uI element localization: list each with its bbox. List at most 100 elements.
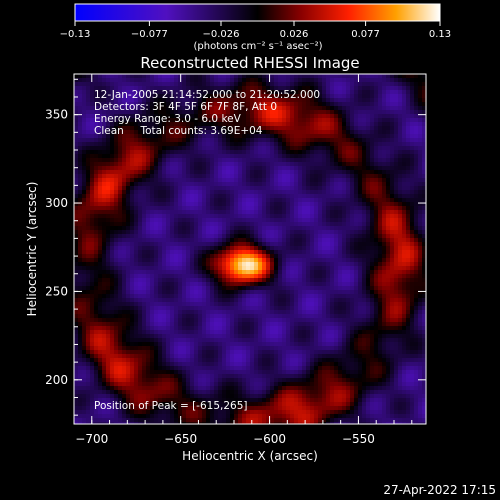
heatmap-cell xyxy=(182,150,187,155)
heatmap-cell xyxy=(178,166,183,171)
heatmap-cell xyxy=(122,130,127,135)
heatmap-cell xyxy=(418,262,423,267)
heatmap-cell xyxy=(166,254,171,259)
heatmap-cell xyxy=(122,86,127,91)
heatmap-cell xyxy=(162,246,167,251)
heatmap-cell xyxy=(334,286,339,291)
heatmap-cell xyxy=(386,270,391,275)
heatmap-cell xyxy=(146,238,151,243)
heatmap-cell xyxy=(270,138,275,143)
heatmap-cell xyxy=(410,170,415,175)
heatmap-cell xyxy=(266,170,271,175)
heatmap-cell xyxy=(218,286,223,291)
heatmap-cell xyxy=(354,218,359,223)
heatmap-cell xyxy=(198,210,203,215)
heatmap-cell xyxy=(386,230,391,235)
heatmap-cell xyxy=(82,186,87,191)
heatmap-cell xyxy=(162,162,167,167)
heatmap-cell xyxy=(354,142,359,147)
heatmap-cell xyxy=(90,142,95,147)
heatmap-cell xyxy=(78,258,83,263)
heatmap-cell xyxy=(422,134,426,139)
heatmap-cell xyxy=(74,194,79,199)
heatmap-cell xyxy=(326,222,331,227)
heatmap-cell xyxy=(338,274,343,279)
heatmap-cell xyxy=(198,298,203,303)
heatmap-cell xyxy=(86,258,91,263)
heatmap-cell xyxy=(98,142,103,147)
heatmap-cell xyxy=(78,278,83,283)
heatmap-cell xyxy=(94,126,99,131)
heatmap-cell xyxy=(130,186,135,191)
heatmap-cell xyxy=(350,218,355,223)
heatmap-cell xyxy=(306,186,311,191)
heatmap-cell xyxy=(190,190,195,195)
heatmap-cell xyxy=(230,142,235,147)
heatmap-cell xyxy=(422,102,426,107)
heatmap-cell xyxy=(422,110,426,115)
heatmap-cell xyxy=(406,186,411,191)
heatmap-cell xyxy=(310,286,315,291)
heatmap-cell xyxy=(266,122,271,127)
heatmap-cell xyxy=(278,166,283,171)
heatmap-cell xyxy=(266,282,271,287)
heatmap-cell xyxy=(286,78,291,83)
heatmap-cell xyxy=(238,150,243,155)
heatmap-cell xyxy=(378,214,383,219)
heatmap-cell xyxy=(314,238,319,243)
heatmap-cell xyxy=(158,94,163,99)
heatmap-cell xyxy=(134,206,139,211)
heatmap-cell xyxy=(210,246,215,251)
heatmap-cell xyxy=(402,286,407,291)
heatmap-cell xyxy=(150,86,155,91)
heatmap-cell xyxy=(402,222,407,227)
heatmap-cell xyxy=(366,290,371,295)
heatmap-cell xyxy=(322,94,327,99)
heatmap-cell xyxy=(178,110,183,115)
heatmap-cell xyxy=(382,270,387,275)
heatmap-cell xyxy=(282,94,287,99)
heatmap-cell xyxy=(170,210,175,215)
heatmap-cell xyxy=(270,214,275,219)
heatmap-cell xyxy=(346,202,351,207)
heatmap-cell xyxy=(118,246,123,251)
heatmap-cell xyxy=(234,210,239,215)
heatmap-cell xyxy=(338,154,343,159)
heatmap-cell xyxy=(362,190,367,195)
heatmap-cell xyxy=(286,238,291,243)
heatmap-cell xyxy=(326,106,331,111)
heatmap-cell xyxy=(326,194,331,199)
heatmap-cell xyxy=(106,246,111,251)
heatmap-cell xyxy=(282,98,287,103)
heatmap-cell xyxy=(142,198,147,203)
heatmap-cell xyxy=(138,114,143,119)
heatmap-cell xyxy=(174,90,179,95)
heatmap-cell xyxy=(374,78,379,83)
heatmap-cell xyxy=(290,178,295,183)
heatmap-cell xyxy=(170,114,175,119)
heatmap-cell xyxy=(210,230,215,235)
heatmap-cell xyxy=(166,214,171,219)
heatmap-cell xyxy=(202,130,207,135)
heatmap-cell xyxy=(98,222,103,227)
heatmap-cell xyxy=(390,182,395,187)
heatmap-cell xyxy=(134,130,139,135)
heatmap-cell xyxy=(222,102,227,107)
heatmap-cell xyxy=(318,134,323,139)
heatmap-cell xyxy=(90,230,95,235)
heatmap-cell xyxy=(98,218,103,223)
heatmap-cell xyxy=(82,74,87,79)
heatmap-cell xyxy=(338,278,343,283)
heatmap-cell xyxy=(206,162,211,167)
heatmap-cell xyxy=(394,102,399,107)
heatmap-cell xyxy=(78,146,83,151)
heatmap-cell xyxy=(326,266,331,271)
heatmap-cell xyxy=(342,122,347,127)
heatmap-cell xyxy=(130,234,135,239)
heatmap-cell xyxy=(118,294,123,299)
heatmap-cell xyxy=(158,142,163,147)
heatmap-cell xyxy=(150,226,155,231)
heatmap-cell xyxy=(390,130,395,135)
heatmap-cell xyxy=(310,190,315,195)
heatmap-cell xyxy=(142,174,147,179)
